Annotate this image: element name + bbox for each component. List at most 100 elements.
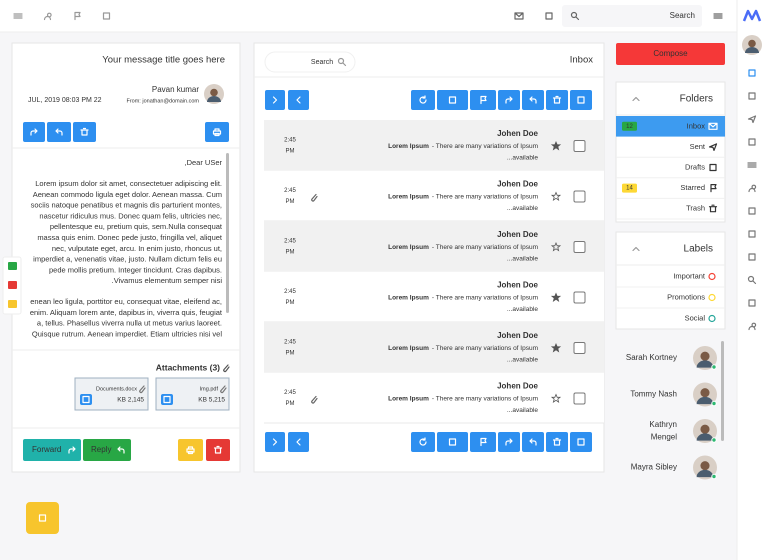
- reply-button-bg[interactable]: [47, 122, 71, 142]
- folder-item[interactable]: Drafts: [616, 162, 725, 179]
- email-row-bg[interactable]: [264, 120, 604, 171]
- prev-button[interactable]: [288, 432, 309, 452]
- folder-active-bg[interactable]: [616, 116, 725, 137]
- toolbar-button-bg[interactable]: [498, 90, 520, 110]
- compose-bg[interactable]: [616, 43, 725, 65]
- toolbar-button-bg[interactable]: [437, 90, 468, 110]
- star[interactable]: [550, 342, 562, 353]
- contact[interactable]: Tommy Nash: [630, 390, 677, 399]
- attachment-name: Img.pdf: [200, 386, 219, 392]
- quick-tool[interactable]: [8, 281, 17, 289]
- folder-item[interactable]: Inbox 12: [616, 116, 725, 137]
- toolbar-button[interactable]: [498, 90, 520, 110]
- toolbar-button-bg[interactable]: [411, 432, 435, 452]
- toolbar-button[interactable]: [437, 432, 468, 452]
- contact[interactable]: Sarah Kortney: [626, 353, 677, 362]
- toolbar-button[interactable]: [546, 432, 568, 452]
- folder-item[interactable]: Sent: [616, 142, 725, 158]
- select-checkbox[interactable]: [573, 342, 586, 354]
- email-row[interactable]: 2:45 PM Johen Doe Lorem Ipsum - There are ma…: [264, 372, 604, 424]
- delete-action[interactable]: [206, 439, 230, 461]
- print-button-bg[interactable]: [205, 122, 229, 142]
- reply-action-bg[interactable]: [83, 439, 131, 461]
- next-button-bg[interactable]: [265, 432, 285, 452]
- forward-button[interactable]: [23, 122, 45, 142]
- toolbar-button[interactable]: [470, 90, 496, 110]
- folder-item[interactable]: Trash: [616, 204, 725, 220]
- print-button[interactable]: [205, 122, 229, 142]
- attachment[interactable]: Img.pdf KB 5,215: [155, 377, 230, 411]
- select-checkbox[interactable]: [573, 190, 586, 203]
- label-item[interactable]: Promotions: [616, 292, 725, 309]
- select-checkbox[interactable]: [573, 392, 586, 405]
- toolbar-button[interactable]: [570, 432, 592, 452]
- toolbar-button[interactable]: [570, 90, 592, 110]
- toolbar-button[interactable]: [522, 90, 544, 110]
- prev-button-bg[interactable]: [288, 90, 309, 110]
- compose-button[interactable]: Compose: [616, 43, 725, 65]
- toolbar-button-bg[interactable]: [411, 90, 435, 110]
- folder-item[interactable]: Starred 14: [616, 183, 725, 199]
- star[interactable]: [550, 292, 562, 303]
- contact[interactable]: Mayra Sibley: [631, 463, 677, 472]
- floating-button-bg[interactable]: [26, 502, 59, 534]
- contact[interactable]: Kathryn Mengel: [649, 420, 677, 442]
- email-row-bg[interactable]: [264, 322, 604, 373]
- prev-button-bg[interactable]: [288, 432, 309, 452]
- select-checkbox[interactable]: [573, 241, 586, 253]
- toolbar-button[interactable]: [546, 90, 568, 110]
- toolbar-button[interactable]: [411, 90, 435, 110]
- delete-button-bg[interactable]: [73, 122, 96, 142]
- prev-button[interactable]: [288, 90, 309, 110]
- toolbar-button[interactable]: [411, 432, 435, 452]
- next-button[interactable]: [265, 432, 285, 452]
- email-row-bg[interactable]: [264, 271, 604, 323]
- label-item[interactable]: Important: [616, 271, 725, 288]
- toolbar-button-bg[interactable]: [546, 432, 568, 452]
- star[interactable]: [550, 393, 562, 404]
- reply-action[interactable]: Reply: [83, 439, 131, 461]
- toolbar-button-bg[interactable]: [498, 432, 520, 452]
- toolbar-button-bg[interactable]: [522, 432, 544, 452]
- quick-tool[interactable]: [8, 262, 17, 270]
- select-checkbox[interactable]: [573, 140, 586, 152]
- email-row[interactable]: 2:45 PM Johen Doe Lorem Ipsum - There are ma…: [264, 322, 604, 373]
- contact-name: Tommy Nash: [630, 390, 677, 399]
- toolbar-button-bg[interactable]: [546, 90, 568, 110]
- toolbar-button-bg[interactable]: [570, 432, 592, 452]
- toolbar-button-bg[interactable]: [437, 432, 468, 452]
- delete-button[interactable]: [73, 122, 96, 142]
- label-item[interactable]: Social: [685, 313, 716, 322]
- reply-button[interactable]: [47, 122, 71, 142]
- email-row[interactable]: 2:45 PM Johen Doe Lorem Ipsum - There are ma…: [264, 271, 604, 323]
- star[interactable]: [550, 191, 562, 202]
- toolbar-button[interactable]: [498, 432, 520, 452]
- star[interactable]: [550, 241, 562, 252]
- forward-button-bg[interactable]: [23, 122, 45, 142]
- forward-action[interactable]: Forward: [23, 439, 81, 461]
- email-row-bg[interactable]: [264, 372, 604, 424]
- toolbar-button-bg[interactable]: [570, 90, 592, 110]
- quick-tool[interactable]: [8, 300, 17, 308]
- attachment[interactable]: Documents.docx KB 2,145: [74, 377, 149, 411]
- next-button[interactable]: [265, 90, 285, 110]
- toolbar-button[interactable]: [522, 432, 544, 452]
- email-row-bg[interactable]: [264, 170, 604, 222]
- contact-avatar-body: [696, 469, 714, 478]
- print-action-bg[interactable]: [178, 439, 203, 461]
- email-row[interactable]: 2:45 PM Johen Doe Lorem Ipsum - There are ma…: [264, 120, 604, 171]
- delete-action-bg[interactable]: [206, 439, 230, 461]
- toolbar-button[interactable]: [437, 90, 468, 110]
- print-action[interactable]: [178, 439, 203, 461]
- star[interactable]: [550, 140, 562, 151]
- email-row[interactable]: 2:45 PM Johen Doe Lorem Ipsum - There are ma…: [264, 170, 604, 222]
- toolbar-button-bg[interactable]: [522, 90, 544, 110]
- email-row[interactable]: 2:45 PM Johen Doe Lorem Ipsum - There are ma…: [264, 221, 604, 272]
- forward-action-bg[interactable]: [23, 439, 81, 461]
- floating-button[interactable]: [26, 502, 59, 534]
- toolbar-button[interactable]: [470, 432, 496, 452]
- email-row-bg[interactable]: [264, 221, 604, 272]
- next-button-bg[interactable]: [265, 90, 285, 110]
- select-checkbox[interactable]: [573, 291, 586, 304]
- contact-avatar-status: [711, 364, 717, 370]
